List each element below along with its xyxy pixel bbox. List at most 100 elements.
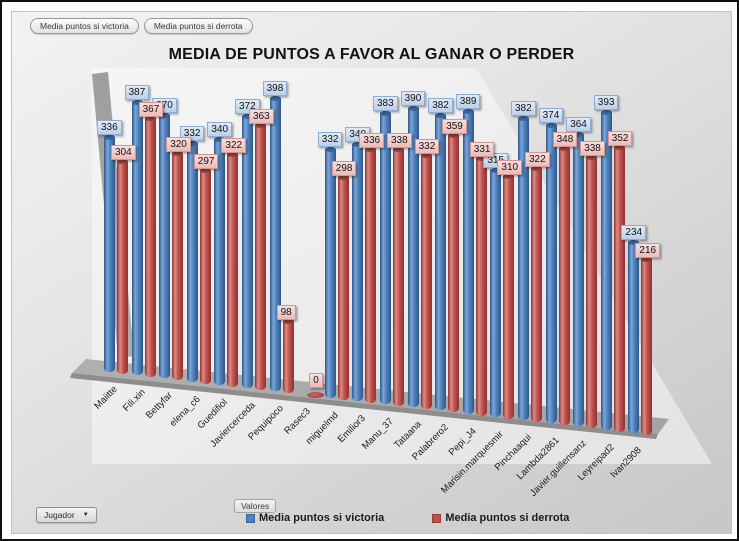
values-field-button[interactable]: Valores <box>234 499 277 513</box>
bar-derrota-19-cap <box>641 256 653 262</box>
value-label-victoria-19: 234 <box>621 225 647 241</box>
legend-swatch-victoria-icon <box>246 513 255 523</box>
bar-derrota-7 <box>307 392 325 399</box>
value-label-victoria-0: 336 <box>97 119 122 135</box>
bar-victoria-0 <box>104 136 115 372</box>
bar-derrota-5 <box>255 125 266 390</box>
bar-derrota-11-cap <box>420 152 432 158</box>
bar-victoria-1 <box>131 101 143 376</box>
bar-derrota-16-cap <box>558 146 570 152</box>
axis-field-dropdown[interactable]: Jugador ▼ <box>36 507 97 523</box>
bar-derrota-11 <box>420 154 432 410</box>
chart-title: MEDIA DE PUNTOS A FAVOR AL GANAR O PERDE… <box>168 46 575 63</box>
bar-derrota-13-cap <box>475 156 487 162</box>
bar-derrota-2 <box>172 152 184 381</box>
bar-victoria-16 <box>545 125 557 424</box>
value-label-derrota-3: 297 <box>193 154 219 170</box>
value-label-derrota-2: 320 <box>166 136 191 152</box>
value-label-victoria-17: 364 <box>566 117 591 133</box>
bar-derrota-12-cap <box>448 133 460 139</box>
bar-victoria-6 <box>269 98 281 392</box>
chart-panel: Media puntos si victoria Media puntos si… <box>11 11 732 534</box>
bar-derrota-6 <box>282 321 294 394</box>
legend: Media puntos si victoria Media puntos si… <box>246 512 569 524</box>
bar-derrota-8-cap <box>337 174 349 180</box>
value-label-victoria-18: 393 <box>593 95 619 111</box>
value-label-victoria-16: 374 <box>538 108 564 124</box>
value-label-victoria-13: 389 <box>455 93 481 109</box>
value-label-derrota-14: 310 <box>497 159 523 175</box>
bar-victoria-5 <box>242 116 253 388</box>
filter-pill-derrota[interactable]: Media puntos si derrota <box>143 18 253 34</box>
bar-derrota-0-cap <box>117 159 128 165</box>
bar-victoria-15 <box>518 118 529 420</box>
bar-victoria-13 <box>462 110 474 414</box>
bar-victoria-19 <box>628 242 640 433</box>
bar-derrota-3-cap <box>199 168 211 174</box>
bar-victoria-1-cap <box>131 99 143 105</box>
bar-victoria-17 <box>573 134 585 427</box>
bar-derrota-9-cap <box>365 147 377 153</box>
bar-derrota-13 <box>475 158 487 416</box>
bar-derrota-19 <box>641 258 653 435</box>
value-label-derrota-8: 298 <box>331 160 357 176</box>
bar-victoria-12-cap <box>435 113 447 119</box>
bar-derrota-2-cap <box>172 150 184 156</box>
bar-derrota-8 <box>337 176 349 400</box>
value-label-derrota-15: 322 <box>525 151 550 167</box>
bar-victoria-11-cap <box>407 106 419 112</box>
value-label-derrota-11: 332 <box>414 138 440 154</box>
bar-victoria-13-cap <box>462 108 474 114</box>
value-label-derrota-7: 0 <box>309 373 323 389</box>
value-label-derrota-10: 338 <box>387 133 412 149</box>
value-label-victoria-10: 383 <box>373 95 398 111</box>
value-label-victoria-12: 382 <box>428 98 453 114</box>
bar-derrota-14-cap <box>503 173 515 179</box>
bar-victoria-3-cap <box>186 141 198 147</box>
value-label-derrota-4: 322 <box>221 137 247 153</box>
bar-derrota-1-cap <box>144 116 156 122</box>
value-label-derrota-17: 338 <box>580 141 605 157</box>
bar-derrota-10 <box>393 149 404 406</box>
bar-victoria-15-cap <box>518 116 529 122</box>
bar-victoria-14-cap <box>490 167 502 173</box>
bar-derrota-18 <box>613 147 625 432</box>
value-label-derrota-12: 359 <box>442 119 467 135</box>
bar-victoria-14 <box>490 169 502 417</box>
value-label-derrota-9: 336 <box>359 133 385 149</box>
filter-pills: Media puntos si victoria Media puntos si… <box>30 18 253 34</box>
bar-victoria-4 <box>214 138 226 385</box>
value-label-derrota-0: 304 <box>111 145 136 161</box>
axis-field-label: Jugador <box>44 510 75 520</box>
bar-derrota-15-cap <box>531 165 542 171</box>
bar-derrota-1 <box>144 118 156 378</box>
value-label-victoria-11: 390 <box>400 91 426 107</box>
value-label-victoria-15: 382 <box>511 101 536 117</box>
bar-victoria-16-cap <box>545 123 557 129</box>
bar-victoria-8 <box>324 149 336 398</box>
bar-victoria-10-cap <box>380 110 391 116</box>
bar-derrota-18-cap <box>613 145 625 151</box>
bar-derrota-3 <box>199 170 211 384</box>
value-label-derrota-6: 98 <box>276 305 296 321</box>
bar-victoria-17-cap <box>573 132 585 138</box>
bar-victoria-18-cap <box>600 110 612 116</box>
value-label-derrota-19: 216 <box>635 242 661 258</box>
bar-derrota-4-cap <box>227 151 239 157</box>
value-label-derrota-13: 331 <box>469 142 495 158</box>
legend-item-derrota: Media puntos si derrota <box>432 512 569 524</box>
value-label-derrota-16: 348 <box>552 132 578 148</box>
value-label-victoria-1: 387 <box>124 84 150 100</box>
value-label-derrota-5: 363 <box>249 109 274 124</box>
bar-derrota-14 <box>503 175 515 419</box>
bar-victoria-4-cap <box>214 136 226 142</box>
bar-victoria-9 <box>352 144 364 401</box>
legend-swatch-derrota-icon <box>432 513 442 523</box>
bar-derrota-16 <box>558 148 570 426</box>
value-label-derrota-1: 367 <box>138 102 164 118</box>
filter-pill-victoria[interactable]: Media puntos si victoria <box>30 18 139 34</box>
bar-derrota-6-cap <box>282 319 294 325</box>
bar-victoria-18 <box>600 112 612 430</box>
bar-derrota-10-cap <box>393 147 404 153</box>
